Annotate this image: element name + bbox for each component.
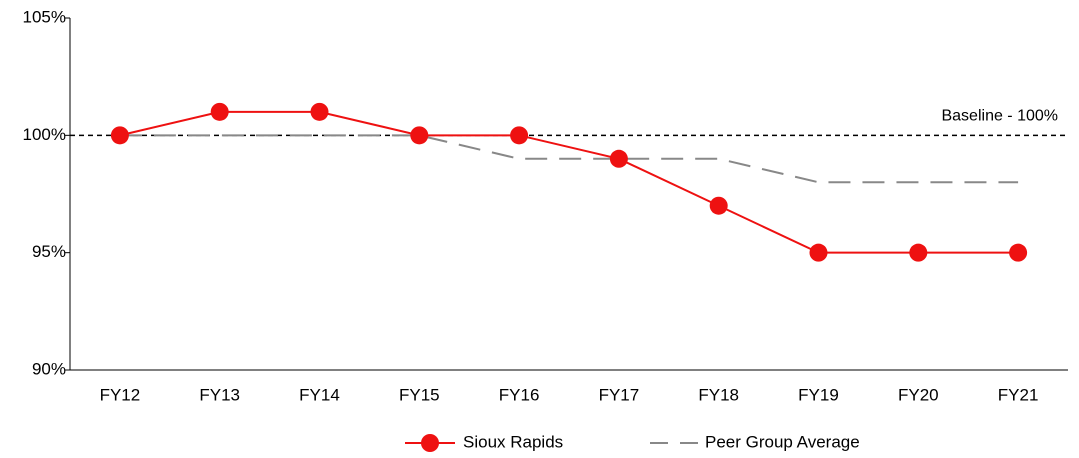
point — [510, 126, 529, 145]
x-tick-label: FY20 — [898, 385, 939, 404]
point — [210, 102, 229, 121]
x-tick-label: FY18 — [698, 385, 739, 404]
x-tick-label: FY16 — [499, 385, 540, 404]
x-tick-label: FY21 — [998, 385, 1039, 404]
baseline-label: Baseline - 100% — [941, 108, 1058, 125]
peer-line — [119, 134, 1019, 184]
x-tick-label: FY17 — [599, 385, 640, 404]
x-tick-label: FY14 — [299, 385, 340, 404]
point — [410, 126, 429, 145]
y-tick-label: 95% — [32, 242, 66, 261]
point — [1009, 243, 1028, 262]
point — [110, 126, 129, 145]
y-tick-label: 90% — [32, 359, 66, 378]
x-tick-label: FY15 — [399, 385, 440, 404]
series-line — [119, 110, 1019, 254]
legend-marker — [421, 434, 439, 452]
legend-label: Sioux Rapids — [463, 432, 563, 451]
point — [709, 196, 728, 215]
y-tick-label: 100% — [23, 125, 66, 144]
x-tick-label: FY12 — [100, 385, 141, 404]
x-tick-label: FY13 — [199, 385, 240, 404]
point — [909, 243, 928, 262]
point — [809, 243, 828, 262]
point — [609, 149, 628, 168]
legend-label: Peer Group Average — [705, 432, 860, 451]
point — [310, 102, 329, 121]
x-tick-label: FY19 — [798, 385, 839, 404]
y-tick-label: 105% — [23, 7, 66, 26]
